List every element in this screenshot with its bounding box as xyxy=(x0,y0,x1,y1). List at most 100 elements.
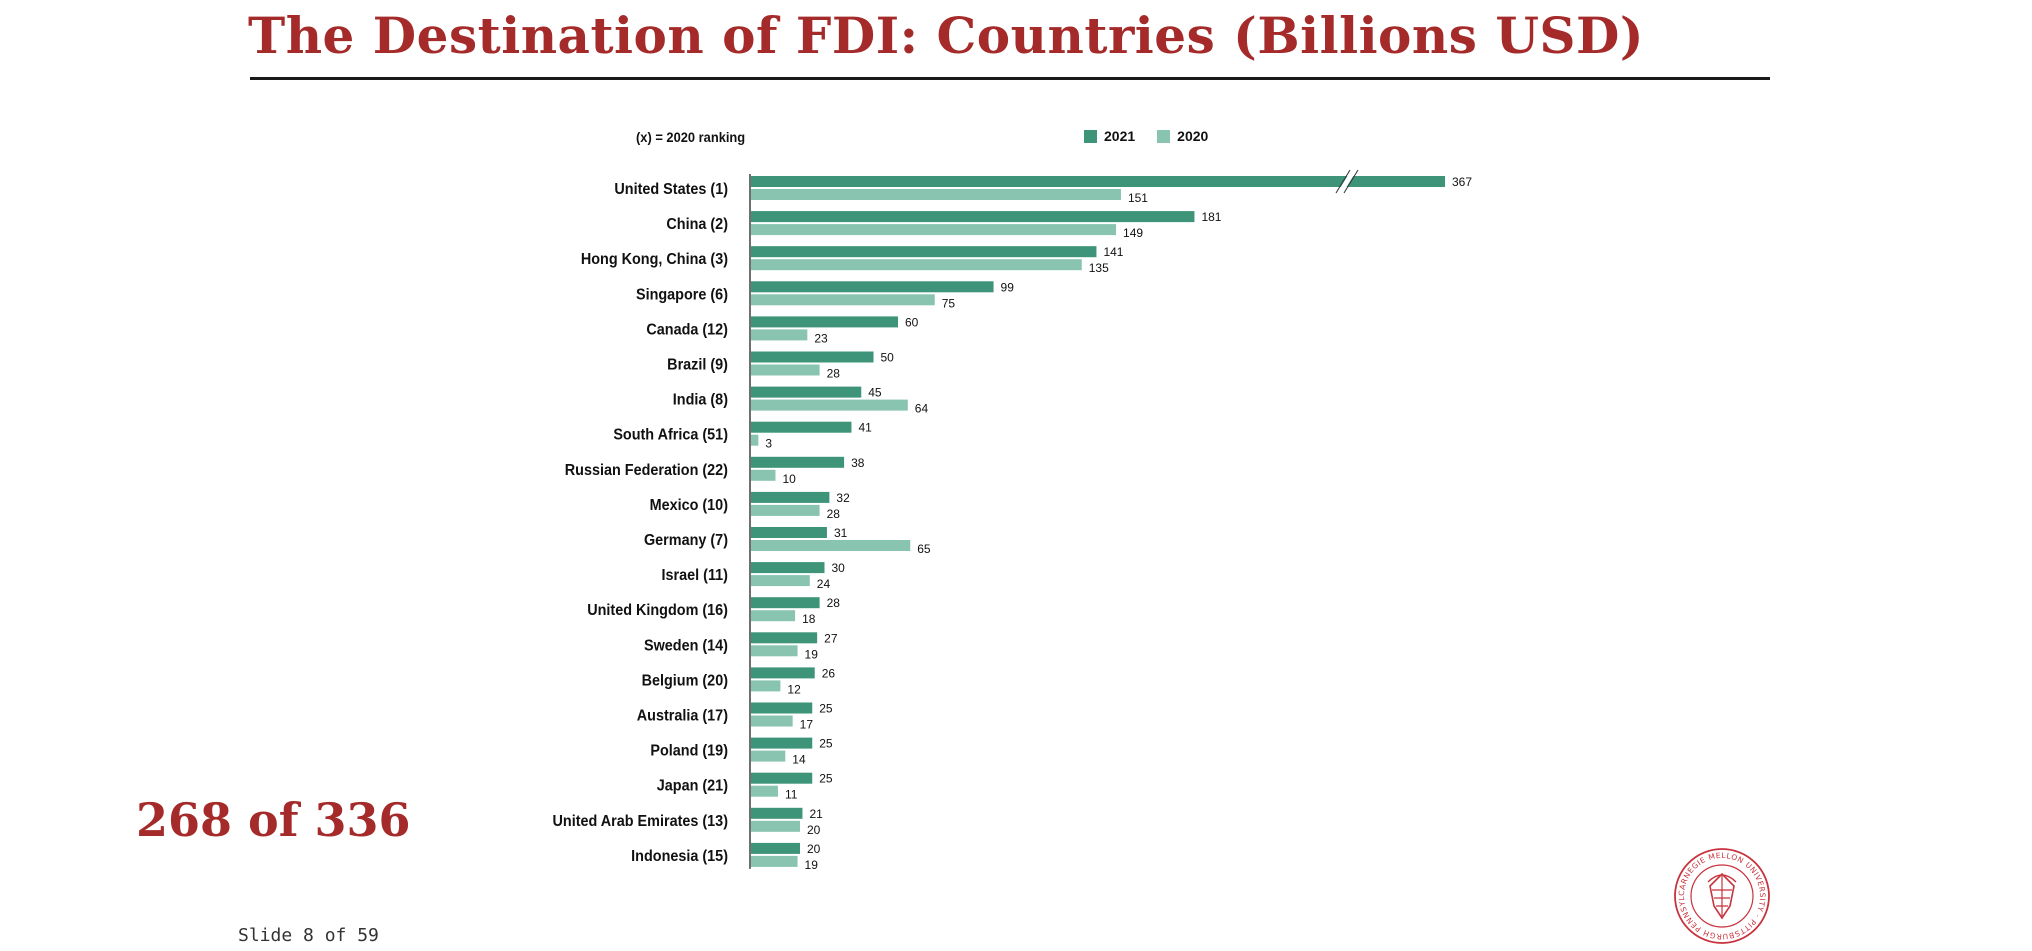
bar-2021-japan-21 xyxy=(751,772,813,784)
value-label-2020-sweden-14: 19 xyxy=(805,647,819,661)
category-label-germany-7: Germany (7) xyxy=(644,531,728,549)
bar-2020-australia-17 xyxy=(751,715,793,727)
value-label-2020-belgium-20: 12 xyxy=(787,682,801,696)
legend-label-2020: 2020 xyxy=(1177,128,1209,144)
bar-2021-sweden-14 xyxy=(751,632,818,644)
value-label-2021-poland-19: 25 xyxy=(819,737,833,751)
bar-2020-japan-21 xyxy=(751,785,778,797)
value-label-2020-japan-21: 11 xyxy=(785,788,798,802)
value-label-2020-hong-kong-china-3: 135 xyxy=(1089,261,1109,275)
bar-2020-united-arab-emirates-13 xyxy=(751,820,800,832)
value-label-2021-united-kingdom-16: 28 xyxy=(827,596,841,610)
bar-2021-indonesia-15 xyxy=(751,842,800,854)
value-label-2021-india-8: 45 xyxy=(868,386,882,400)
title-divider xyxy=(250,77,1770,80)
value-label-2021-united-states-1: 367 xyxy=(1452,175,1472,189)
category-label-poland-19: Poland (19) xyxy=(650,742,728,760)
value-label-2021-russian-federation-22: 38 xyxy=(851,456,865,470)
bar-2021-united-kingdom-16 xyxy=(751,597,820,609)
value-label-2021-sweden-14: 27 xyxy=(824,631,838,645)
value-label-2020-brazil-9: 28 xyxy=(827,367,841,381)
bar-2021-mexico-10 xyxy=(751,491,830,503)
bar-2020-united-states-1 xyxy=(751,189,1121,200)
bar-2020-belgium-20 xyxy=(751,680,781,692)
value-label-2020-canada-12: 23 xyxy=(814,331,828,345)
category-label-south-africa-51: South Africa (51) xyxy=(613,426,728,444)
value-label-2020-singapore-6: 75 xyxy=(942,296,956,310)
category-label-belgium-20: Belgium (20) xyxy=(642,672,728,690)
bar-2020-united-kingdom-16 xyxy=(751,610,796,622)
bar-2020-canada-12 xyxy=(751,329,808,341)
category-label-canada-12: Canada (12) xyxy=(646,321,728,339)
value-label-2021-australia-17: 25 xyxy=(819,702,833,716)
category-label-japan-21: Japan (21) xyxy=(657,777,728,795)
bar-2020-poland-19 xyxy=(751,750,786,762)
legend-swatch-2021 xyxy=(1084,129,1097,143)
bar-2020-india-8 xyxy=(751,399,908,411)
value-label-2021-south-africa-51: 41 xyxy=(858,421,872,435)
legend-label-2021: 2021 xyxy=(1104,128,1136,144)
ranking-note: (x) = 2020 ranking xyxy=(636,129,746,145)
bar-2021-brazil-9 xyxy=(751,351,874,363)
bar-2020-china-2 xyxy=(751,224,1117,236)
bar-2020-germany-7 xyxy=(751,540,911,551)
value-label-2020-south-africa-51: 3 xyxy=(765,437,772,451)
category-label-united-states-1: United States (1) xyxy=(614,180,728,198)
bar-2021-germany-7 xyxy=(751,527,827,538)
category-label-singapore-6: Singapore (6) xyxy=(636,286,728,304)
value-label-2020-australia-17: 17 xyxy=(800,718,814,732)
value-label-2020-indonesia-15: 19 xyxy=(805,858,819,872)
legend-item-2021: 2021 xyxy=(1084,128,1135,144)
value-label-2021-japan-21: 25 xyxy=(819,772,833,786)
value-label-2021-hong-kong-china-3: 141 xyxy=(1103,245,1123,259)
value-label-2020-united-arab-emirates-13: 20 xyxy=(807,823,821,837)
axis-break-mark-right xyxy=(1343,169,1359,194)
bar-2021-russian-federation-22 xyxy=(751,456,845,468)
chart-legend: 2021 2020 xyxy=(1084,128,1208,144)
legend-swatch-2020 xyxy=(1157,129,1171,143)
bar-2021-china-2 xyxy=(751,211,1195,223)
value-label-2020-russian-federation-22: 10 xyxy=(783,472,797,486)
carnegie-mellon-seal-icon: CARNEGIE MELLON UNIVERSITY · PITTSBURGH … xyxy=(1669,839,1772,951)
category-label-hong-kong-china-3: Hong Kong, China (3) xyxy=(581,251,728,269)
value-label-2021-israel-11: 30 xyxy=(832,561,846,575)
value-label-2021-mexico-10: 32 xyxy=(836,491,850,505)
bar-2021-israel-11 xyxy=(751,562,825,574)
value-label-2021-brazil-9: 50 xyxy=(881,351,895,365)
value-label-2021-indonesia-15: 20 xyxy=(807,842,821,856)
bar-2021-belgium-20 xyxy=(751,667,815,679)
bar-2021-hong-kong-china-3 xyxy=(751,246,1097,258)
value-label-2020-united-states-1: 151 xyxy=(1128,191,1148,205)
value-label-2021-united-arab-emirates-13: 21 xyxy=(809,807,823,821)
category-label-mexico-10: Mexico (10) xyxy=(650,496,728,514)
value-label-2021-singapore-6: 99 xyxy=(1001,280,1015,294)
bar-2020-russian-federation-22 xyxy=(751,469,776,481)
bar-2021-united-states-1 xyxy=(751,176,1445,187)
bar-2020-indonesia-15 xyxy=(751,855,798,867)
axis-break-mark-left xyxy=(1335,169,1351,194)
legend-item-2020: 2020 xyxy=(1157,128,1208,144)
category-label-united-arab-emirates-13: United Arab Emirates (13) xyxy=(553,812,728,830)
value-label-2020-india-8: 64 xyxy=(915,402,929,416)
category-label-brazil-9: Brazil (9) xyxy=(667,356,728,374)
bar-2020-hong-kong-china-3 xyxy=(751,259,1082,271)
category-label-china-2: China (2) xyxy=(666,215,728,233)
bar-2020-mexico-10 xyxy=(751,504,820,516)
bar-2021-india-8 xyxy=(751,386,862,398)
bar-2021-australia-17 xyxy=(751,702,813,714)
slide-number: Slide 8 of 59 xyxy=(238,925,379,946)
value-label-2021-canada-12: 60 xyxy=(905,315,919,329)
bar-2021-united-arab-emirates-13 xyxy=(751,807,803,819)
value-label-2020-poland-19: 14 xyxy=(792,753,806,767)
value-label-2020-mexico-10: 28 xyxy=(827,507,841,521)
bar-2020-israel-11 xyxy=(751,575,810,587)
slide-title: The Destination of FDI: Countries (Billi… xyxy=(248,6,1645,65)
value-label-2020-israel-11: 24 xyxy=(817,577,831,591)
value-label-2021-germany-7: 31 xyxy=(834,526,848,540)
category-label-united-kingdom-16: United Kingdom (16) xyxy=(587,602,728,620)
category-label-indonesia-15: Indonesia (15) xyxy=(631,847,728,865)
bar-2021-south-africa-51 xyxy=(751,421,852,433)
value-label-2020-united-kingdom-16: 18 xyxy=(802,612,816,626)
bar-2020-singapore-6 xyxy=(751,294,935,306)
bar-2021-singapore-6 xyxy=(751,281,994,293)
